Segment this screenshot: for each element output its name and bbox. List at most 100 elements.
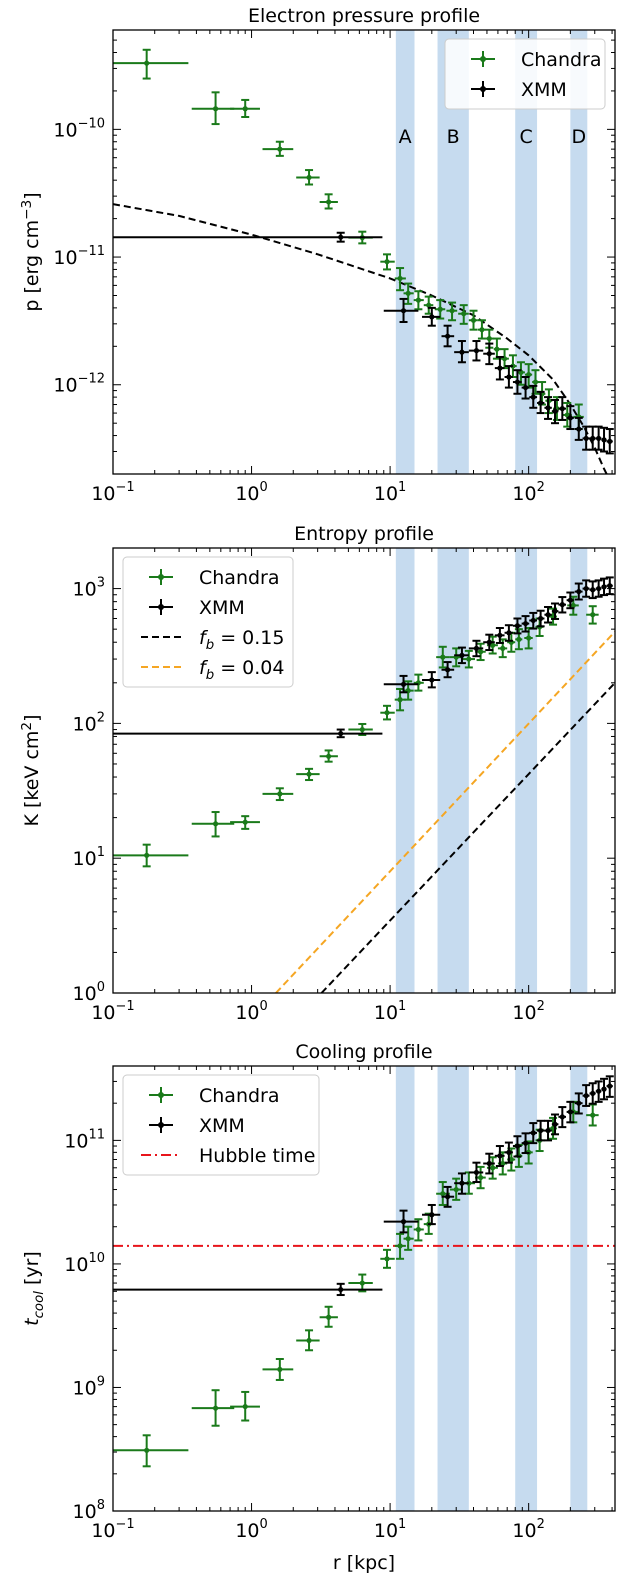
- marker: [530, 617, 536, 624]
- marker: [545, 405, 551, 411]
- marker: [440, 654, 446, 660]
- data-point-xmm-14: [544, 606, 553, 624]
- marker: [326, 199, 332, 205]
- data-point-xmm-19: [582, 579, 591, 598]
- data-point-xmm-18: [574, 416, 583, 441]
- data-point-xmm-12: [529, 611, 538, 630]
- marker: [437, 306, 443, 312]
- marker: [590, 1112, 596, 1118]
- data-point-chandra-6: [319, 193, 338, 210]
- data-point-xmm-8: [494, 1145, 505, 1168]
- panel-title: Cooling profile: [295, 1041, 432, 1063]
- data-point-chandra-10: [403, 1225, 414, 1251]
- marker: [459, 652, 465, 658]
- data-point-chandra-11: [413, 673, 424, 692]
- marker: [526, 372, 532, 378]
- marker: [429, 677, 435, 683]
- marker: [459, 1180, 465, 1186]
- data-point-chandra-9: [394, 267, 406, 292]
- marker: [212, 1405, 219, 1411]
- marker: [601, 437, 607, 443]
- marker: [449, 308, 455, 314]
- band-3: [515, 548, 538, 993]
- marker: [277, 146, 283, 152]
- plot-frame: [112, 29, 616, 475]
- legend-marker-xmm: [149, 599, 173, 615]
- data-point-chandra-14: [461, 649, 476, 669]
- data-point-xmm-7: [483, 1152, 495, 1175]
- marker: [490, 1165, 496, 1171]
- data-point-xmm-13: [536, 390, 545, 415]
- legend-label: Chandra: [199, 567, 280, 589]
- legend-label: fb = 0.04: [199, 657, 284, 683]
- series-chandra: [113, 595, 599, 868]
- legend-label: Hubble time: [199, 1145, 315, 1167]
- legend-label: fb = 0.15: [199, 627, 284, 653]
- marker: [538, 1127, 544, 1134]
- marker: [607, 1083, 613, 1089]
- marker: [576, 588, 582, 595]
- data-point-xmm-16: [558, 1106, 567, 1129]
- marker: [567, 1109, 573, 1115]
- legend-label: XMM: [521, 79, 567, 101]
- marker: [538, 400, 544, 406]
- y-tick-label: 100: [73, 980, 105, 1005]
- marker: [552, 608, 558, 614]
- legend-label: Chandra: [521, 49, 602, 71]
- marker: [306, 1337, 312, 1344]
- marker: [444, 333, 451, 339]
- data-point-xmm-20: [588, 425, 597, 451]
- marker: [559, 602, 565, 608]
- x-tick-label: 100: [235, 1517, 267, 1542]
- marker: [384, 1256, 390, 1262]
- data-point-chandra-11: [413, 290, 424, 311]
- data-point-xmm-14: [544, 396, 553, 420]
- y-tick-label: 103: [73, 576, 105, 601]
- marker: [397, 1243, 403, 1249]
- plot-frame: [112, 547, 616, 994]
- y-axis-label: K [keV cm2]: [19, 714, 43, 826]
- data-point-xmm-8: [494, 627, 505, 644]
- data-point-chandra-11: [413, 1218, 424, 1242]
- legend-marker-xmm: [149, 1117, 173, 1133]
- marker: [500, 1160, 506, 1167]
- series-xmm: [113, 576, 614, 739]
- marker: [506, 630, 512, 636]
- marker: [429, 314, 435, 320]
- marker: [567, 415, 573, 421]
- data-point-chandra-1: [113, 843, 189, 868]
- data-point-xmm-21: [594, 425, 603, 451]
- marker: [212, 821, 219, 827]
- data-point-xmm-4: [441, 324, 455, 348]
- data-point-chandra-17: [477, 319, 486, 340]
- data-point-xmm-9: [504, 365, 513, 389]
- x-tick-label: 101: [374, 1517, 406, 1542]
- y-tick-label: 1010: [64, 1251, 105, 1276]
- marker: [405, 1236, 411, 1242]
- marker: [596, 435, 602, 442]
- marker: [508, 1156, 514, 1163]
- y-axis-label: tcool [yr]: [21, 1251, 47, 1326]
- legend-dot: [480, 56, 486, 62]
- marker: [552, 408, 558, 414]
- data-point-xmm-18: [574, 1092, 583, 1115]
- x-tick-label: 102: [512, 999, 544, 1024]
- x-tick-label: 10−1: [91, 480, 134, 505]
- data-point-xmm-18: [574, 582, 583, 601]
- marker: [514, 1143, 521, 1149]
- marker: [497, 365, 503, 371]
- marker: [444, 1194, 451, 1200]
- marker: [522, 1140, 529, 1146]
- marker: [277, 791, 283, 797]
- marker: [326, 753, 332, 759]
- plot-area: [113, 548, 615, 993]
- data-point-xmm-10: [512, 1135, 522, 1158]
- data-point-chandra-15: [458, 304, 469, 325]
- data-point-xmm-21: [594, 579, 603, 598]
- band-1: [395, 548, 415, 993]
- data-point-chandra-5: [296, 169, 320, 186]
- data-point-xmm-12: [529, 1122, 538, 1145]
- data-point-xmm-20: [588, 1082, 597, 1105]
- marker: [601, 1086, 607, 1092]
